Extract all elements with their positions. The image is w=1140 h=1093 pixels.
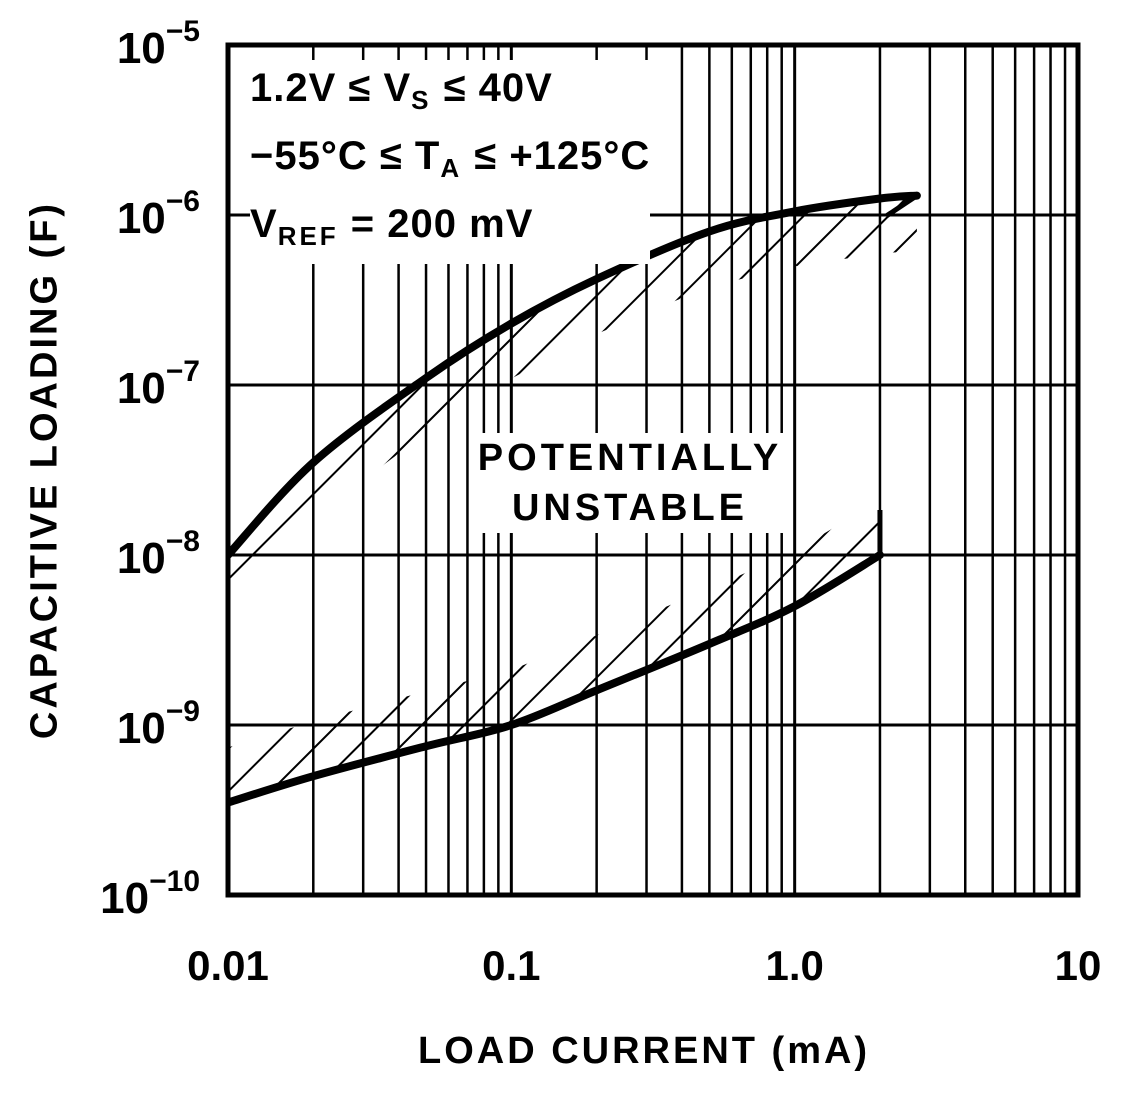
condition-supply-voltage: 1.2V ≤ VS ≤ 40V — [250, 66, 553, 115]
y-tick-label: 10−10 — [100, 865, 200, 923]
y-tick-label: 10−8 — [117, 525, 200, 583]
x-tick-label: 0.01 — [187, 942, 269, 989]
x-tick-label: 1.0 — [765, 942, 823, 989]
x-tick-label: 0.1 — [482, 942, 540, 989]
y-axis-tick-labels: 10−5 10−6 10−7 10−8 10−9 10−10 — [100, 15, 200, 923]
conditions-box: 1.2V ≤ VS ≤ 40V −55°C ≤ TA ≤ +125°C VREF… — [250, 60, 651, 264]
y-tick-label: 10−9 — [117, 695, 200, 753]
condition-temperature: −55°C ≤ TA ≤ +125°C — [250, 134, 651, 183]
x-tick-label: 10 — [1055, 942, 1102, 989]
y-tick-label: 10−5 — [117, 15, 200, 73]
y-tick-label: 10−7 — [117, 355, 200, 413]
plot-frame — [225, 42, 1081, 898]
x-axis-title: LOAD CURRENT (mA) — [418, 1030, 871, 1072]
y-axis-title: CAPACITIVE LOADING (F) — [23, 200, 66, 740]
stability-boundary-curves — [228, 191, 921, 807]
upper-boundary-curve — [228, 191, 921, 559]
potentially-unstable-label: POTENTIALLY UNSTABLE — [470, 433, 790, 533]
hatched-unstable-bands — [228, 195, 917, 803]
lower-boundary-curve — [228, 551, 884, 807]
condition-vref: VREF = 200 mV — [250, 202, 534, 251]
x-axis-tick-labels: 0.01 0.1 1.0 10 — [187, 942, 1101, 989]
y-tick-label: 10−6 — [117, 185, 200, 243]
